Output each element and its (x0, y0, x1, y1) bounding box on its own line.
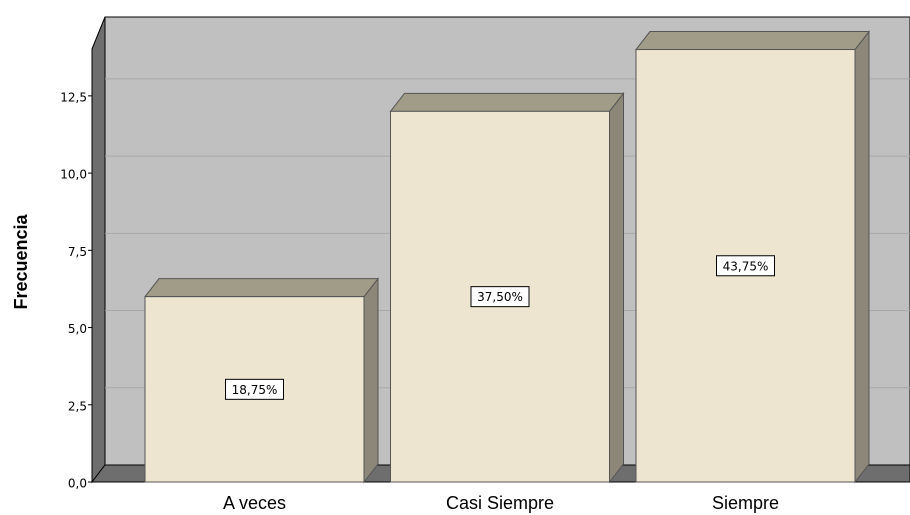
bar-top (389, 92, 625, 112)
y-tick-label: 5,0 (68, 322, 87, 336)
annotation: 37,50% (477, 290, 523, 304)
bar-side (363, 277, 379, 484)
y-tick-label: 7,5 (68, 245, 87, 259)
y-tick-label: 2,5 (68, 399, 87, 413)
y-tick-label: 0,0 (68, 477, 87, 491)
y-tick-label: 10,0 (60, 168, 87, 182)
annotation: 18,75% (232, 383, 278, 397)
annotation-box (470, 286, 530, 308)
annotation-box (225, 378, 284, 400)
annotation: 43,75% (723, 259, 769, 273)
bar (389, 91, 625, 484)
x-tick-label: Siempre (712, 493, 779, 513)
bar-side (609, 91, 624, 484)
x-tick-label: Casi Siempre (446, 493, 554, 513)
bar (143, 277, 380, 484)
y-tick-label: 12,5 (60, 90, 87, 104)
y-axis-label: Frecuencia (11, 213, 31, 309)
annotation-box (716, 255, 775, 277)
bar-top (143, 278, 380, 298)
bar-top (634, 31, 871, 51)
left-wall (91, 16, 106, 484)
bar-side (854, 30, 870, 484)
x-tick-label: A veces (223, 493, 286, 513)
